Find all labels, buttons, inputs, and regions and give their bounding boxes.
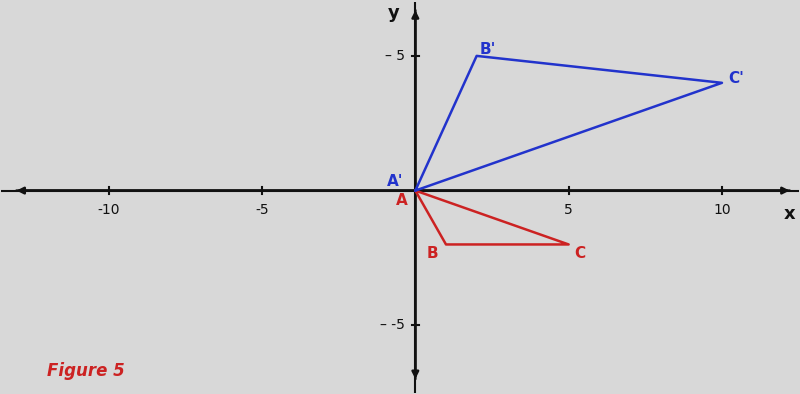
Text: x: x [783, 205, 795, 223]
Text: C: C [574, 245, 585, 260]
Text: -5: -5 [255, 203, 269, 217]
Text: y: y [388, 4, 400, 22]
Text: – -5: – -5 [380, 318, 405, 332]
Text: 5: 5 [564, 203, 573, 217]
Text: -10: -10 [98, 203, 120, 217]
Text: A: A [396, 193, 407, 208]
Text: 10: 10 [713, 203, 730, 217]
Text: A': A' [387, 174, 404, 189]
Text: Figure 5: Figure 5 [47, 362, 125, 381]
Text: – 5: – 5 [385, 49, 405, 63]
Text: B': B' [479, 42, 495, 57]
Text: C': C' [728, 71, 744, 86]
Text: B: B [426, 245, 438, 260]
